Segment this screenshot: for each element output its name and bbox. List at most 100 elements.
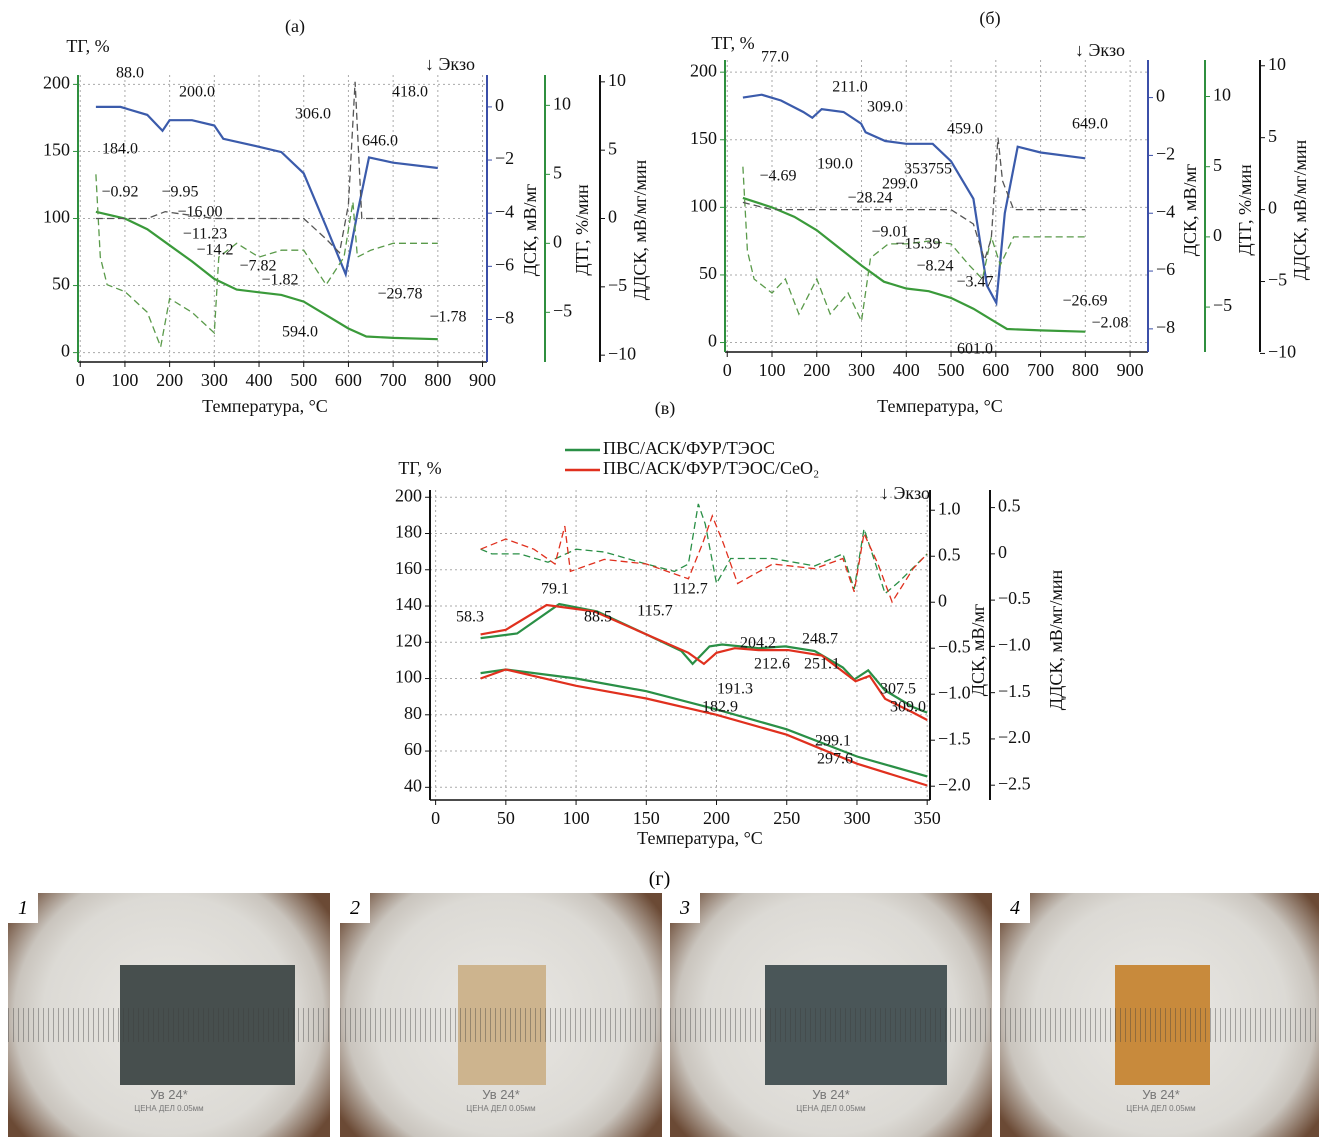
y-tick-label: 160 (395, 558, 422, 578)
x-tick-label: 100 (563, 808, 590, 828)
y-axis-title: ДТГ, %/мин (1235, 164, 1255, 256)
panel-label: (б) (979, 8, 1000, 29)
scale-text: ЦЕНА ДЕЛ 0.05мм (134, 1104, 204, 1113)
magnification: Ув 24* (1142, 1087, 1180, 1102)
y-tick-label: −2 (495, 148, 514, 168)
ruler (1000, 1008, 1319, 1042)
x-tick-label: 0 (76, 370, 85, 390)
y-tick-label: −2.0 (938, 774, 971, 794)
y-tick-label: 100 (690, 195, 717, 215)
photo-number: 2 (340, 893, 370, 923)
y-tick-label: −4 (495, 201, 514, 221)
annotation: −1.82 (261, 272, 298, 289)
y-tick-label: 200 (690, 60, 717, 80)
y-tick-label: 0.5 (938, 544, 961, 564)
y-tick-label: −8 (495, 308, 514, 328)
series-line (742, 166, 1086, 324)
x-tick-label: 300 (848, 360, 875, 380)
annotation: 112.7 (672, 581, 707, 598)
annotation: 184.0 (102, 141, 138, 158)
y-tick-label: 80 (404, 703, 422, 723)
panel-label: (в) (655, 398, 676, 419)
x-tick-label: 0 (723, 360, 732, 380)
series-line (480, 514, 928, 604)
y-tick-label: −1.5 (998, 681, 1031, 701)
x-axis-title: Температура, °C (877, 396, 1003, 416)
y-tick-label: 5 (553, 162, 562, 182)
x-tick-label: 50 (497, 808, 515, 828)
annotation: −11.23 (183, 226, 227, 243)
annotation: 204.2 (740, 635, 776, 652)
series-line (480, 668, 928, 787)
x-tick-label: 700 (1027, 360, 1054, 380)
annotation: −4.69 (759, 168, 796, 185)
sample (458, 965, 546, 1085)
scale-text: ЦЕНА ДЕЛ 0.05мм (796, 1104, 866, 1113)
x-tick-label: 800 (424, 370, 451, 390)
magnification: Ув 24* (482, 1087, 520, 1102)
x-tick-label: 400 (893, 360, 920, 380)
y-tick-label: 10 (608, 70, 626, 90)
y-tick-label: −0.5 (938, 636, 971, 656)
y-tick-label: −4 (1156, 201, 1175, 221)
x-tick-label: 500 (938, 360, 965, 380)
y-tick-label: −1.0 (998, 635, 1031, 655)
photo-number: 4 (1000, 893, 1030, 923)
series-line (95, 81, 438, 255)
y-axis-title: ДДСК, мВ/мг/мин (1046, 569, 1066, 710)
annotation: −7.82 (239, 258, 276, 275)
magnification: Ув 24* (150, 1087, 188, 1102)
annotation: 190.0 (817, 156, 853, 173)
photo: 1 Ув 24* ЦЕНА ДЕЛ 0.05мм (8, 893, 330, 1137)
y-tick-label: 1.0 (938, 498, 961, 518)
series-line (480, 602, 928, 714)
annotation: 309.0 (867, 99, 903, 116)
x-tick-label: 200 (703, 808, 730, 828)
annotation: 353755 (904, 161, 952, 178)
y-axis-title: ДСК, мВ/мг (1180, 164, 1200, 256)
series-line (742, 137, 1086, 263)
y-tick-label: 40 (404, 775, 422, 795)
x-tick-label: 400 (246, 370, 273, 390)
y-tick-label: 0 (553, 231, 562, 251)
x-tick-label: 300 (201, 370, 228, 390)
annotation: −28.24 (847, 190, 892, 207)
series-line (480, 668, 928, 778)
ruler (670, 1008, 992, 1042)
x-tick-label: 150 (633, 808, 660, 828)
y-tick-label: 10 (1268, 54, 1286, 74)
scale-text: ЦЕНА ДЕЛ 0.05мм (1126, 1104, 1196, 1113)
annotation: −9.01 (871, 224, 908, 241)
x-tick-label: 300 (843, 808, 870, 828)
y-tick-label: −5 (553, 300, 572, 320)
y-tick-label: 0 (708, 331, 717, 351)
legend-label: ПВС/АСК/ФУР/ТЭОС (603, 438, 775, 458)
x-axis-title: Температура, °C (202, 396, 328, 416)
annotation: −1.78 (429, 309, 466, 326)
x-tick-label: 250 (773, 808, 800, 828)
x-tick-label: 200 (156, 370, 183, 390)
x-tick-label: 800 (1072, 360, 1099, 380)
x-tick-label: 100 (111, 370, 138, 390)
annotation: 115.7 (637, 603, 672, 620)
annotation: 77.0 (761, 49, 789, 66)
y-tick-label: 0 (61, 341, 70, 361)
y-tick-label: −5 (608, 275, 627, 295)
y-tick-label: 150 (43, 140, 70, 160)
annotation: 58.3 (456, 609, 484, 626)
exo-label: ↓ Экзо (880, 483, 930, 503)
photo: 4 Ув 24* ЦЕНА ДЕЛ 0.05мм (1000, 893, 1319, 1137)
photo-panel-label: (г) (648, 868, 671, 890)
annotation: −8.24 (916, 258, 953, 275)
y-tick-label: 5 (608, 138, 617, 158)
y-axis-title: ТГ, % (398, 458, 441, 478)
annotation: −15.39 (895, 236, 940, 253)
annotation: 182.9 (702, 699, 738, 716)
series-line (480, 503, 928, 595)
y-axis-title: ДСК, мВ/мг (968, 604, 988, 696)
x-tick-label: 350 (914, 808, 941, 828)
x-tick-label: 700 (380, 370, 407, 390)
annotation: 88.0 (116, 65, 144, 82)
y-axis-title: ДДСК, мВ/мг/мин (1290, 139, 1310, 280)
